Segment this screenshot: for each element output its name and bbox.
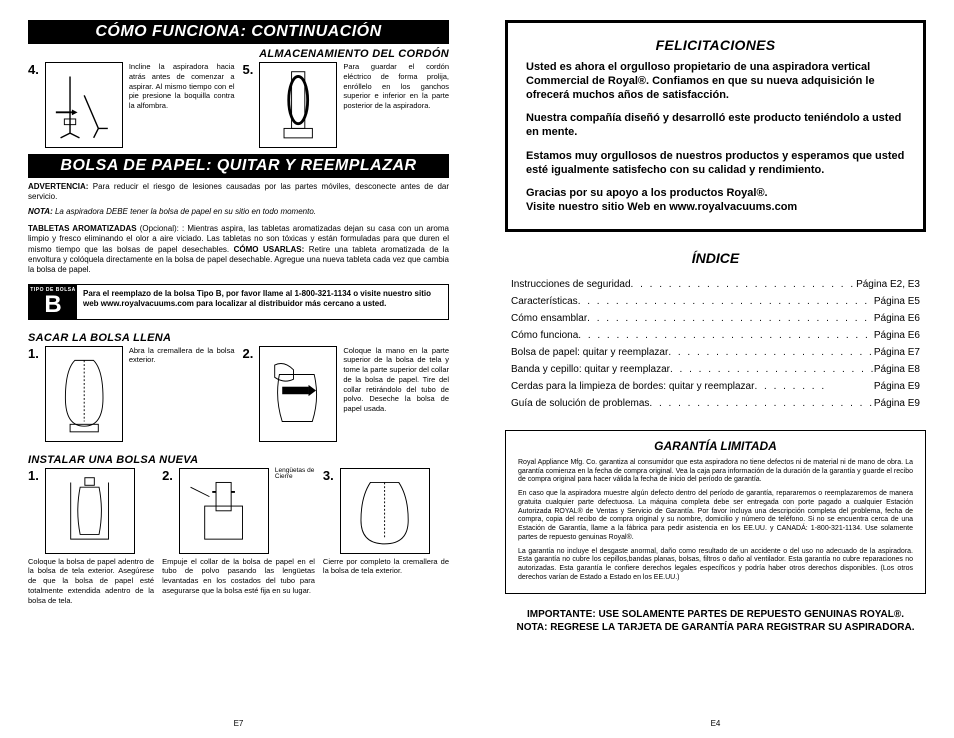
felic-p3: Estamos muy orgullosos de nuestros produ… bbox=[526, 150, 905, 178]
felic-p5: Visite nuestro sitio Web en www.royalvac… bbox=[526, 201, 905, 215]
sacar-2-text: Coloque la mano en la parte superior de … bbox=[343, 346, 449, 442]
page-right: FELICITACIONES Usted es ahora el orgullo… bbox=[477, 0, 954, 738]
page-num-right: E4 bbox=[505, 713, 926, 728]
garantia-box: GARANTÍA LIMITADA Royal Appliance Mfg. C… bbox=[505, 430, 926, 594]
indice-title: ÍNDICE bbox=[505, 250, 926, 266]
step-4-num: 4. bbox=[28, 62, 39, 148]
inst-2-text: Empuje el collar de la bolsa de papel en… bbox=[162, 557, 315, 596]
importante-l2: NOTA: REGRESE LA TARJETA DE GARANTÍA PAR… bbox=[505, 621, 926, 634]
toc-row: Cerdas para la limpieza de bordes: quita… bbox=[511, 378, 920, 395]
importante-l1: IMPORTANTE: USE SOLAMENTE PARTES DE REPU… bbox=[505, 608, 926, 621]
inst-2-num: 2. bbox=[162, 468, 173, 554]
importante-note: IMPORTANTE: USE SOLAMENTE PARTES DE REPU… bbox=[505, 608, 926, 634]
toc-row: Guía de solución de problemas. . . . . .… bbox=[511, 395, 920, 412]
felic-p4: Gracias por su apoyo a los productos Roy… bbox=[526, 187, 905, 201]
inst-1-figure bbox=[45, 468, 135, 554]
felic-title: FELICITACIONES bbox=[526, 37, 905, 53]
step-5-figure bbox=[259, 62, 337, 148]
page-left: CÓMO FUNCIONA: CONTINUACIÓN ALMACENAMIEN… bbox=[0, 0, 477, 738]
page-num-left: E7 bbox=[28, 713, 449, 728]
toc-row: Cómo ensamblar. . . . . . . . . . . . . … bbox=[511, 310, 920, 327]
warn-advertencia: ADVERTENCIA: Para reducir el riesgo de l… bbox=[28, 182, 449, 203]
step-5-num: 5. bbox=[243, 62, 254, 148]
inst-1-num: 1. bbox=[28, 468, 39, 554]
inst-2: 2. Lengüetas de Cierre Empuje el collar … bbox=[162, 468, 315, 596]
toc-row: Instrucciones de seguridad. . . . . . . … bbox=[511, 276, 920, 293]
sacar-2: 2. Coloque la mano en la parte superior … bbox=[243, 346, 450, 442]
step-4: 4. Incline la aspiradora hacia atrás ant… bbox=[28, 62, 235, 148]
sacar-2-figure bbox=[259, 346, 337, 442]
step-5: 5. Para guardar el cordón eléctrico de f… bbox=[243, 62, 450, 148]
toc-row: Bolsa de papel: quitar y reemplazar . . … bbox=[511, 344, 920, 361]
felic-p2: Nuestra compañía diseñó y desarrolló est… bbox=[526, 112, 905, 140]
step-4-text: Incline la aspiradora hacia atrás antes … bbox=[129, 62, 235, 148]
inst-3-figure bbox=[340, 468, 430, 554]
garantia-p2: En caso que la aspiradora muestre algún … bbox=[518, 490, 913, 543]
tabletas-text: TABLETAS AROMATIZADAS (Opcional): : Mien… bbox=[28, 224, 449, 276]
tipo-text: Para el reemplazo de la bolsa Tipo B, po… bbox=[77, 285, 448, 319]
toc-row: Banda y cepillo: quitar y reemplazar . .… bbox=[511, 361, 920, 378]
instalar-title: INSTALAR UNA BOLSA NUEVA bbox=[28, 454, 449, 466]
toc-row: Cómo funciona . . . . . . . . . . . . . … bbox=[511, 327, 920, 344]
inst-3-num: 3. bbox=[323, 468, 334, 554]
inst-1-text: Coloque la bolsa de papel adentro de la … bbox=[28, 557, 154, 606]
sacar-title: SACAR LA BOLSA LLENA bbox=[28, 332, 449, 344]
sub-header-almacen: ALMACENAMIENTO DEL CORDÓN bbox=[28, 48, 449, 60]
sacar-1-figure bbox=[45, 346, 123, 442]
nota-line: NOTA: La aspiradora DEBE tener la bolsa … bbox=[28, 207, 449, 216]
tipo-badge-letter: B bbox=[29, 293, 77, 317]
garantia-p3: La garantía no incluye el desgaste anorm… bbox=[518, 548, 913, 583]
inst-2-figure bbox=[179, 468, 269, 554]
step-5-text: Para guardar el cordón eléctrico de form… bbox=[343, 62, 449, 148]
section-header-bolsa: BOLSA DE PAPEL: QUITAR Y REEMPLAZAR bbox=[28, 154, 449, 178]
tipo-badge: TIPO DE BOLSA B bbox=[29, 285, 77, 319]
section-header-funciona: CÓMO FUNCIONA: CONTINUACIÓN bbox=[28, 20, 449, 44]
sacar-1-text: Abra la cremallera de la bolsa exterior. bbox=[129, 346, 235, 442]
row-sacar: 1. Abra la cremallera de la bolsa exteri… bbox=[28, 346, 449, 442]
felic-p1: Usted es ahora el orgulloso propietario … bbox=[526, 61, 905, 102]
toc: Instrucciones de seguridad. . . . . . . … bbox=[505, 276, 926, 412]
toc-row: Características . . . . . . . . . . . . … bbox=[511, 293, 920, 310]
garantia-p1: Royal Appliance Mfg. Co. garantiza al co… bbox=[518, 459, 913, 485]
tipo-bolsa-box: TIPO DE BOLSA B Para el reemplazo de la … bbox=[28, 284, 449, 320]
sacar-1-num: 1. bbox=[28, 346, 39, 442]
sacar-1: 1. Abra la cremallera de la bolsa exteri… bbox=[28, 346, 235, 442]
row-instalar: 1. Coloque la bolsa de papel adentro de … bbox=[28, 468, 449, 606]
inst-2-label: Lengüetas de Cierre bbox=[275, 468, 315, 554]
inst-1: 1. Coloque la bolsa de papel adentro de … bbox=[28, 468, 154, 606]
felicitaciones-box: FELICITACIONES Usted es ahora el orgullo… bbox=[505, 20, 926, 232]
step-4-figure bbox=[45, 62, 123, 148]
garantia-title: GARANTÍA LIMITADA bbox=[518, 439, 913, 453]
inst-3: 3. Cierre por completo la cremallera de … bbox=[323, 468, 449, 577]
sacar-2-num: 2. bbox=[243, 346, 254, 442]
inst-3-text: Cierre por completo la cremallera de la … bbox=[323, 557, 449, 577]
row-steps-4-5: 4. Incline la aspiradora hacia atrás ant… bbox=[28, 62, 449, 148]
